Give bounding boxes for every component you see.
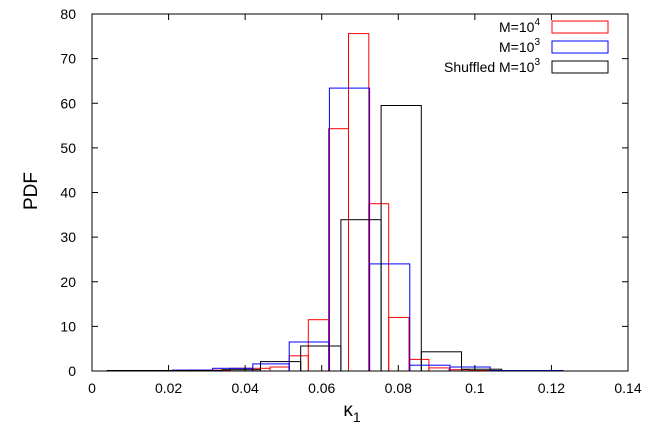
x-axis-title: κ1 — [343, 400, 361, 425]
series-1-bin-6 — [328, 87, 371, 372]
y-tick-label: 30 — [60, 229, 76, 245]
y-axis-title: PDF — [21, 172, 42, 210]
legend-label-m1e4: M=104 — [499, 17, 540, 35]
y-tick-label: 10 — [60, 318, 76, 334]
legend-label-shuffled: Shuffled M=103 — [444, 57, 540, 75]
x-tick-label: 0.04 — [232, 380, 259, 396]
x-tick-label: 0.06 — [308, 380, 335, 396]
series-0-bin-8 — [348, 33, 370, 372]
x-tick-label: 0.08 — [385, 380, 412, 396]
y-tick-label: 80 — [60, 6, 76, 22]
legend: M=104 M=103 Shuffled M=103 — [444, 17, 609, 75]
x-axis-symbol: κ — [343, 400, 353, 421]
legend-item-m1e4: M=104 — [499, 17, 609, 35]
x-tick-label: 0.14 — [614, 380, 641, 396]
legend-swatch-m1e3 — [551, 40, 609, 54]
y-tick-label: 0 — [68, 363, 76, 379]
x-tick-labels: 0 0.02 0.04 0.06 0.08 0.1 0.12 0.14 — [88, 380, 642, 396]
series-2-bin-4 — [300, 345, 342, 372]
series-2-bin-5 — [340, 219, 382, 372]
series-0-bin-7 — [328, 128, 350, 372]
plot-frame — [91, 13, 629, 372]
histogram-bars — [106, 33, 564, 372]
y-tick-label: 50 — [60, 140, 76, 156]
legend-item-m1e3: M=103 — [499, 37, 609, 55]
x-tick-label: 0.12 — [538, 380, 565, 396]
y-tick-label: 20 — [60, 274, 76, 290]
series-0-bin-4 — [269, 366, 290, 372]
y-tick-labels: 0 10 20 30 40 50 60 70 80 — [60, 6, 76, 379]
x-tick-label: 0 — [88, 380, 96, 396]
series-0-bin-9 — [368, 203, 390, 372]
axis-ticks — [91, 13, 629, 372]
series-0-bin-10 — [388, 316, 410, 372]
y-tick-label: 70 — [60, 51, 76, 67]
y-tick-label: 40 — [60, 185, 76, 201]
legend-swatch-shuffled — [551, 60, 609, 74]
series-2-bin-3 — [260, 361, 302, 372]
x-tick-label: 0.1 — [465, 380, 485, 396]
x-tick-label: 0.02 — [155, 380, 182, 396]
legend-label-m1e3: M=103 — [499, 37, 540, 55]
legend-swatch-m1e4 — [551, 20, 609, 34]
legend-item-shuffled: Shuffled M=103 — [444, 57, 609, 75]
series-0-bin-5 — [288, 355, 309, 372]
series-2-bin-6 — [380, 105, 422, 372]
y-tick-label: 60 — [60, 95, 76, 111]
series-0-bin-6 — [307, 319, 330, 372]
x-axis-subscript: 1 — [353, 409, 361, 425]
